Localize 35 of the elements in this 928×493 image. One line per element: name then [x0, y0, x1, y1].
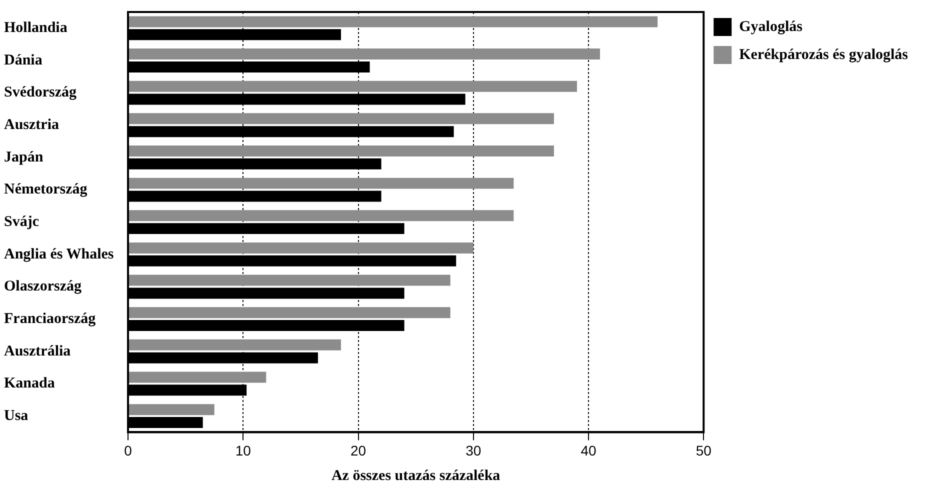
bar [128, 372, 266, 383]
bar [128, 16, 658, 28]
x-axis-title: Az összes utazás százaléka [331, 468, 501, 484]
bar [128, 178, 514, 189]
bar [128, 80, 577, 92]
bar [128, 307, 450, 318]
x-tick-label: 40 [580, 442, 596, 458]
y-tick-label: Dánia [4, 52, 43, 68]
bar [128, 274, 450, 286]
y-tick-label: Ausztrália [4, 343, 72, 360]
bar [128, 404, 214, 416]
y-tick-label: Svájc [4, 214, 40, 230]
y-tick-label: Olaszország [4, 278, 82, 295]
bar [128, 113, 554, 124]
y-tick-label: Ausztria [4, 117, 60, 134]
y-tick-label: Kanada [4, 376, 56, 392]
bar [128, 339, 341, 350]
bar [128, 48, 600, 60]
y-tick-label: Usa [4, 408, 29, 424]
x-tick-label: 20 [350, 442, 366, 458]
bar [128, 210, 514, 222]
y-tick-label: Svédország [4, 84, 77, 101]
y-tick-label: Hollandia [4, 20, 68, 36]
x-tick-label: 50 [696, 442, 712, 458]
x-tick-label: 10 [235, 442, 252, 458]
y-tick-label: Franciaország [4, 310, 96, 327]
legend-label: Gyaloglás [739, 18, 803, 35]
y-tick-label: Japán [4, 149, 44, 166]
legend-label: Kerékpározás és gyaloglás [739, 46, 908, 63]
y-tick-label: Németország [4, 182, 88, 198]
x-tick-label: 0 [124, 442, 132, 458]
x-tick-label: 30 [466, 442, 482, 458]
bar [128, 145, 554, 156]
bar [128, 242, 474, 254]
y-tick-label: Anglia és Whales [4, 246, 114, 262]
